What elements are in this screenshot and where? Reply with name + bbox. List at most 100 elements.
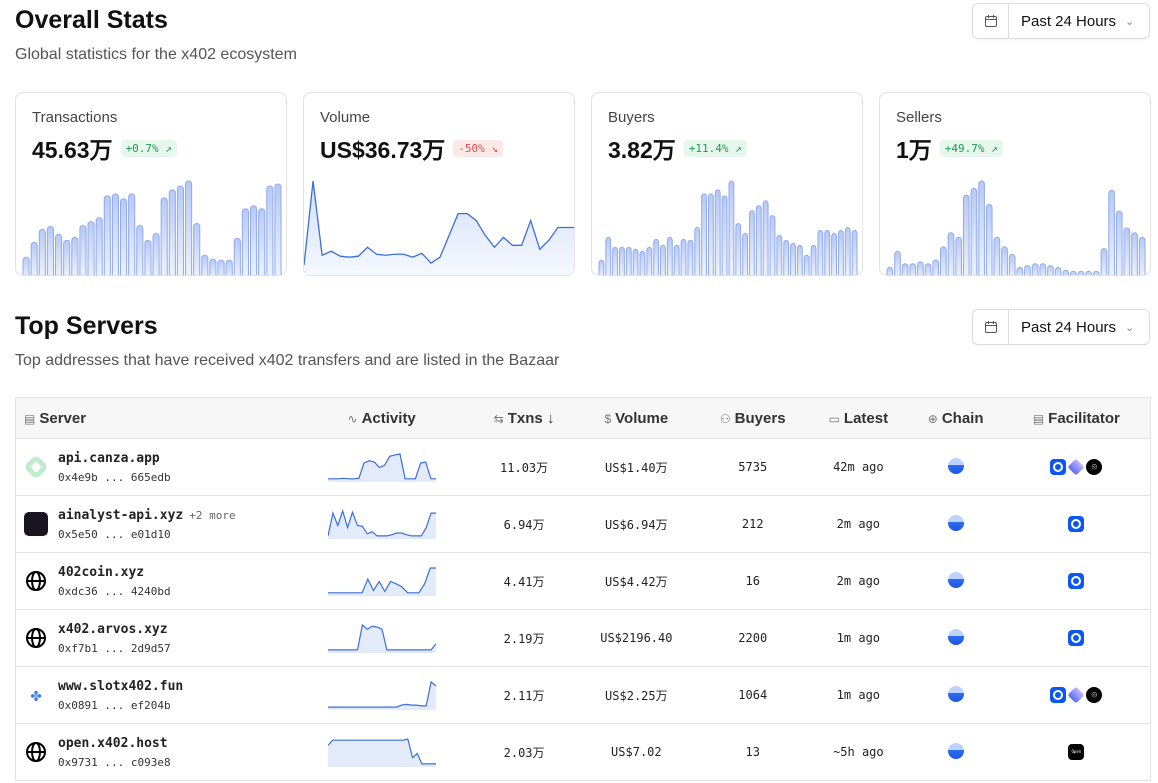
bar	[1131, 232, 1138, 275]
server-name[interactable]: x402.arvos.xyz	[58, 621, 168, 637]
column-header-chain[interactable]: ⊕ Chain	[908, 397, 1003, 439]
bar	[769, 215, 776, 275]
bar	[22, 256, 30, 275]
bar	[1047, 265, 1054, 275]
facilitator-blk-icon: ◎	[1086, 459, 1103, 475]
bar	[46, 226, 54, 275]
column-header-server[interactable]: ▤ Server	[15, 397, 291, 439]
area	[327, 625, 436, 653]
section-subtitle: Top addresses that have received x402 tr…	[15, 352, 560, 369]
bar	[666, 236, 673, 275]
bar	[241, 208, 249, 275]
bar	[701, 193, 707, 275]
bar	[103, 195, 111, 275]
chain-cell	[908, 552, 1003, 610]
servers-table: ▤ Server ∿ Activity ⇆ Txns ↓ $ Volume ⚇ Buyers ▭ La…	[15, 397, 1151, 781]
bar	[1100, 248, 1108, 275]
table-row[interactable]: ✤ www.slotx402.fun 0x0891 ... ef204b 2.11万…	[15, 666, 1151, 724]
table-row[interactable]: 402coin.xyz 0xdc36 ... 4240bd 4.41万 US$4.…	[15, 552, 1151, 610]
server-name[interactable]: ainalyst-api.xyz	[58, 507, 184, 523]
txns-cell: 11.03万	[472, 438, 576, 496]
bar	[625, 246, 632, 275]
table-row[interactable]: x402.arvos.xyz 0xf7b1 ... 2d9d57 2.19万 US…	[15, 609, 1151, 667]
arrows-icon: ⇆	[493, 411, 504, 426]
bar	[940, 246, 947, 275]
bar	[217, 259, 225, 275]
column-header-latest[interactable]: ▭ Latest	[808, 397, 909, 439]
more-link[interactable]: +2 more	[189, 508, 236, 522]
bar	[619, 246, 625, 275]
bar	[824, 229, 831, 275]
bar	[152, 232, 160, 275]
column-header-facilitator[interactable]: ▤ Facilitator	[1002, 397, 1151, 439]
calendar-icon	[973, 4, 1009, 38]
bar	[1062, 269, 1070, 275]
volume-cell: US$7.02	[575, 723, 698, 781]
bar	[1077, 270, 1085, 275]
users-icon: ⚇	[719, 411, 731, 426]
bar	[728, 180, 735, 275]
column-header-volume[interactable]: $ Volume	[575, 397, 698, 439]
chain-icon	[947, 514, 964, 531]
column-header-txns[interactable]: ⇆ Txns ↓	[472, 397, 576, 439]
chain-icon	[947, 457, 964, 474]
canza-logo-icon	[23, 454, 49, 480]
bar	[660, 244, 666, 275]
trend-up-icon: ↗	[735, 141, 742, 155]
facilitator-layer-icon	[1067, 686, 1085, 704]
bar	[605, 236, 612, 275]
ainalyst-logo-icon	[24, 512, 48, 536]
bar	[266, 185, 274, 275]
server-name[interactable]: api.canza.app	[58, 450, 160, 466]
column-header-activity[interactable]: ∿ Activity	[290, 397, 473, 439]
bar	[632, 248, 639, 275]
bar	[38, 228, 46, 275]
server-address: 0xdc36 ... 4240bd	[58, 584, 171, 598]
latest-cell: 2m ago	[808, 552, 909, 610]
bar	[274, 183, 282, 275]
server-name[interactable]: www.slotx402.fun	[58, 678, 184, 694]
header-label: Facilitator	[1048, 409, 1120, 427]
bar	[71, 236, 79, 275]
servers-range-picker[interactable]: Past 24 Hours ⌄	[972, 309, 1150, 345]
area	[327, 454, 436, 482]
server-name[interactable]: open.x402.host	[58, 735, 168, 751]
bar	[55, 233, 63, 275]
bar	[947, 232, 955, 275]
bar	[87, 221, 95, 275]
bar	[95, 217, 103, 275]
bar	[970, 188, 978, 275]
bar	[694, 227, 701, 275]
table-row[interactable]: ainalyst-api.xyz +2 more 0x5e50 ... e01d10…	[15, 495, 1151, 553]
trend-up-icon: ↗	[991, 141, 998, 155]
header-label: Buyers	[734, 409, 786, 427]
bar	[233, 237, 241, 275]
bar	[144, 239, 152, 275]
facilitator-layer-icon	[1067, 458, 1085, 476]
chain-icon	[947, 571, 964, 588]
bar	[612, 246, 619, 275]
buyers-cell: 1064	[697, 666, 809, 724]
chain-cell	[908, 609, 1003, 667]
bar	[707, 193, 714, 275]
server-name[interactable]: 402coin.xyz	[58, 564, 145, 580]
activity-sparkline	[327, 623, 437, 653]
table-row[interactable]: api.canza.app 0x4e9b ... 665edb 11.03万 US…	[15, 438, 1151, 496]
table-row[interactable]: open.x402.host 0x9731 ... c093e8 2.03万 US…	[15, 723, 1151, 781]
bar	[176, 185, 184, 275]
column-header-buyers[interactable]: ⚇ Buyers	[697, 397, 809, 439]
bar	[894, 251, 901, 275]
line	[327, 623, 437, 651]
volume-cell: US$2196.40	[575, 609, 698, 667]
facilitator-base-icon	[1068, 573, 1085, 589]
range-label: Past 24 Hours	[1021, 12, 1117, 30]
section-title: Top Servers	[15, 312, 158, 340]
trend-down-icon: ↘	[491, 141, 499, 155]
change-badge: -50% ↘	[453, 139, 504, 157]
facilitator-cell	[1002, 552, 1151, 610]
overall-range-picker[interactable]: Past 24 Hours ⌄	[972, 3, 1150, 39]
globe-icon	[24, 740, 48, 764]
activity-cell	[290, 438, 473, 496]
bar	[1085, 270, 1092, 275]
calendar-icon	[973, 310, 1009, 344]
